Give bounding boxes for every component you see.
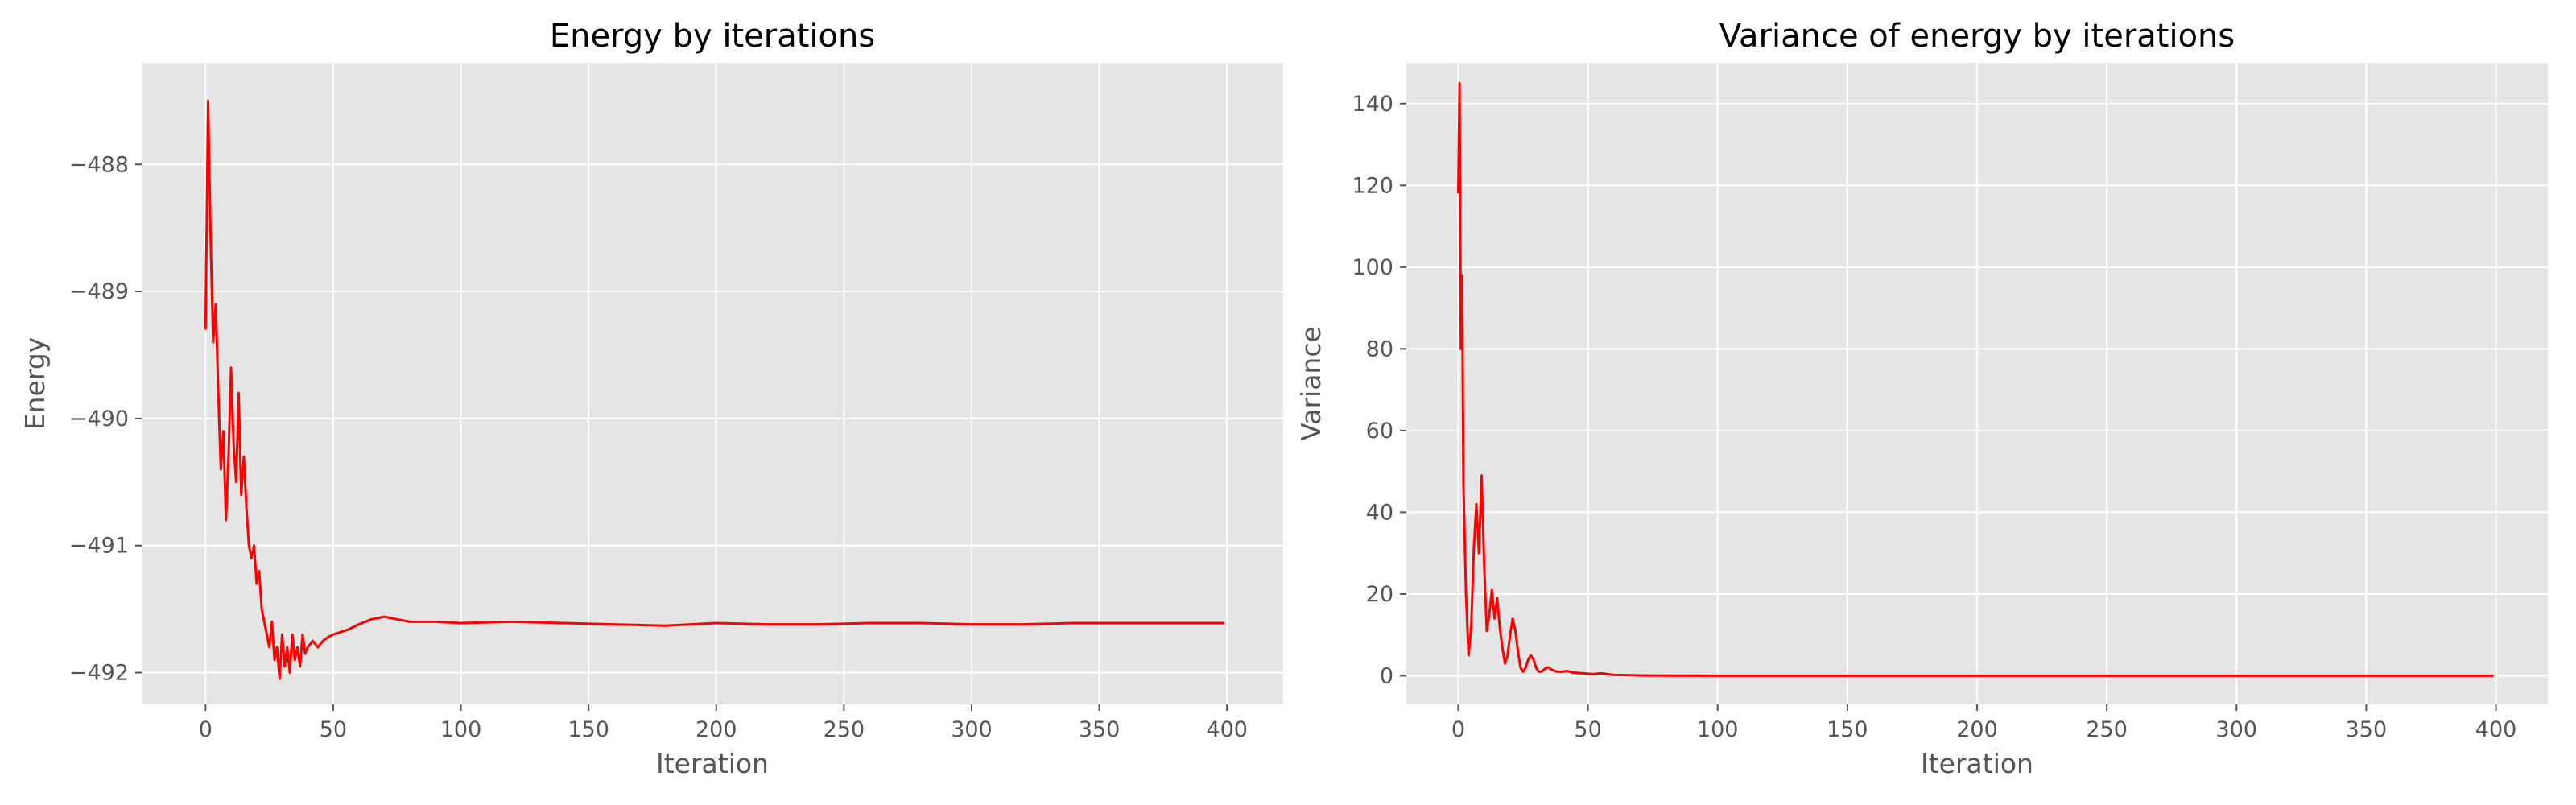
y-tick-label: −489 <box>69 279 129 304</box>
x-tick-label: 400 <box>1206 717 1248 742</box>
series-line <box>204 99 1224 680</box>
y-tick-label: −490 <box>69 407 129 431</box>
x-tick-label: 250 <box>2086 717 2128 742</box>
y-tick-label: −491 <box>69 534 129 559</box>
y-tick-label: 0 <box>1380 663 1393 688</box>
x-tick-label: 300 <box>951 717 993 742</box>
x-tick-label: 150 <box>1827 717 1868 742</box>
y-tick-label: −492 <box>69 661 129 686</box>
chart-title: Variance of energy by iterations <box>1719 18 2235 55</box>
x-tick-label: 300 <box>2215 717 2257 742</box>
y-tick-label: 60 <box>1366 419 1393 444</box>
x-axis-label: Iteration <box>656 748 769 779</box>
x-tick-label: 150 <box>568 717 609 742</box>
energy-chart: 0 50 100 150 200 250 300 350 400 −492 −491 −490 −489… <box>19 18 1283 779</box>
variance-chart: 0 50 100 150 200 250 300 350 400 0 20 40 60 80 100 120 1… <box>1295 18 2548 779</box>
y-axis-label: Energy <box>19 337 51 431</box>
x-tick-label: 0 <box>199 717 213 742</box>
x-tick-label: 400 <box>2475 717 2517 742</box>
series-line <box>1457 81 2494 677</box>
chart-title: Energy by iterations <box>550 18 875 55</box>
x-tick-label: 0 <box>1451 717 1465 742</box>
y-tick-label: 20 <box>1366 582 1393 607</box>
x-tick-label: 200 <box>696 717 737 742</box>
y-tick-label: 80 <box>1366 336 1393 361</box>
x-axis-label: Iteration <box>1921 748 2033 779</box>
y-axis-label: Variance <box>1295 326 1327 441</box>
y-tick-label: −488 <box>69 152 129 177</box>
x-tick-label: 350 <box>2346 717 2388 742</box>
x-tick-label: 250 <box>824 717 865 742</box>
plot-area <box>142 63 1283 704</box>
y-tick-label: 140 <box>1352 92 1393 117</box>
y-tick-label: 120 <box>1352 173 1393 198</box>
x-tick-label: 50 <box>320 717 347 742</box>
x-tick-label: 350 <box>1079 717 1121 742</box>
x-tick-label: 100 <box>1697 717 1739 742</box>
y-tick-label: 100 <box>1352 255 1393 280</box>
x-tick-label: 100 <box>440 717 482 742</box>
x-tick-label: 200 <box>1956 717 1998 742</box>
y-tick-label: 40 <box>1366 500 1393 525</box>
x-tick-label: 50 <box>1574 717 1601 742</box>
